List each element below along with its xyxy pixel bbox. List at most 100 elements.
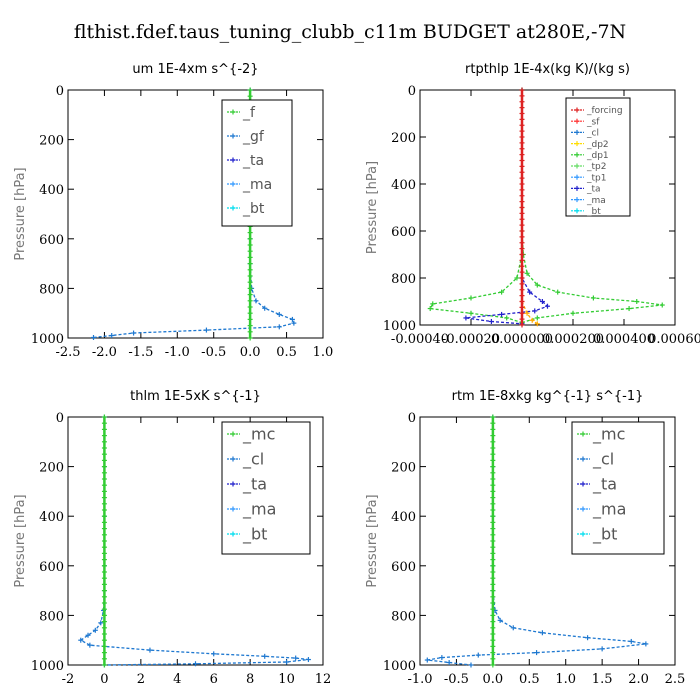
series-line bbox=[93, 90, 295, 339]
legend-label: _mc bbox=[592, 425, 625, 445]
legend-label: _cl bbox=[242, 450, 264, 470]
x-tick-label: 0.5 bbox=[276, 345, 297, 360]
series-line bbox=[521, 301, 538, 325]
x-tick-label: 1.0 bbox=[555, 672, 576, 687]
x-tick-label: -0.5 bbox=[444, 672, 469, 687]
plot-frame bbox=[67, 89, 324, 339]
y-axis-label: Pressure [hPa] bbox=[365, 161, 380, 254]
x-tick-label: 10 bbox=[278, 672, 295, 687]
y-tick-label: 800 bbox=[391, 609, 416, 624]
legend-label: _ta bbox=[242, 475, 267, 495]
panel-title: rtm 1E-8xkg kg^{-1} s^{-1} bbox=[452, 389, 644, 404]
plot-frame bbox=[419, 416, 676, 666]
legend-label: _cl bbox=[592, 450, 614, 470]
legend-label: _mc bbox=[242, 425, 275, 445]
legend: _mc _cl _ta _ma _bt bbox=[571, 421, 665, 555]
y-tick-label: 0 bbox=[56, 411, 64, 426]
legend-label: _gf bbox=[242, 129, 265, 145]
legend-label: _sf bbox=[586, 117, 600, 127]
x-tick-label: -2 bbox=[62, 672, 75, 687]
x-tick-label: 6 bbox=[210, 672, 218, 687]
y-tick-label: 1000 bbox=[383, 319, 416, 334]
y-axis-label: Pressure [hPa] bbox=[13, 167, 28, 260]
legend: _mc _cl _ta _ma _bt bbox=[221, 421, 311, 555]
y-tick-label: 800 bbox=[391, 272, 416, 287]
series-line bbox=[429, 90, 523, 324]
panel-2: rtpthlp 1E-4x(kg K)/(kg s) Pressure [hPa]… bbox=[365, 62, 700, 347]
y-tick-label: 600 bbox=[391, 560, 416, 575]
y-axis-label: Pressure [hPa] bbox=[365, 494, 380, 587]
x-tick-label: -1.5 bbox=[128, 345, 153, 360]
legend-label: _dp1 bbox=[586, 151, 609, 161]
y-tick-label: 1000 bbox=[31, 332, 64, 347]
x-tick-label: 0.0 bbox=[483, 672, 504, 687]
x-tick-label: -1.0 bbox=[407, 672, 432, 687]
legend-label: _f bbox=[242, 105, 256, 121]
chart-panels: um 1E-4xm s^{-2}Pressure [hPa]0200400600… bbox=[13, 62, 700, 687]
series-mc bbox=[490, 414, 496, 668]
x-tick-label: 0.5 bbox=[519, 672, 540, 687]
legend-box bbox=[221, 99, 293, 227]
x-tick-label: -0.00040 bbox=[391, 332, 449, 347]
legend-label: _tp1 bbox=[586, 173, 606, 183]
legend-label: _forcing bbox=[586, 106, 623, 116]
legend-box bbox=[571, 421, 665, 555]
legend-label: _ta bbox=[592, 475, 617, 495]
x-tick-label: 0 bbox=[100, 672, 108, 687]
legend-label: _ta bbox=[242, 153, 264, 169]
legend-label: _cl bbox=[586, 129, 599, 139]
x-tick-label: -1.0 bbox=[165, 345, 190, 360]
x-tick-label: 1.5 bbox=[592, 672, 613, 687]
y-tick-label: 400 bbox=[391, 510, 416, 525]
x-tick-label: 0.0 bbox=[240, 345, 261, 360]
y-tick-label: 200 bbox=[39, 134, 64, 149]
series-dp1 bbox=[427, 87, 525, 326]
legend-label: _ma bbox=[592, 500, 626, 520]
legend-label: _tp2 bbox=[586, 162, 606, 172]
x-tick-label: -0.00020 bbox=[442, 332, 500, 347]
y-tick-label: 1000 bbox=[383, 659, 416, 674]
y-tick-label: 400 bbox=[39, 510, 64, 525]
x-tick-label: 12 bbox=[315, 672, 332, 687]
x-tick-label: 0.000000 bbox=[491, 332, 553, 347]
legend-label: _dp2 bbox=[586, 140, 609, 150]
figure-title: flthist.fdef.taus_tuning_clubb_c11m BUDG… bbox=[74, 21, 626, 43]
x-tick-label: 2.0 bbox=[628, 672, 649, 687]
legend-label: _ta bbox=[586, 185, 601, 195]
panel-title: rtpthlp 1E-4x(kg K)/(kg s) bbox=[465, 62, 630, 77]
y-tick-label: 800 bbox=[39, 609, 64, 624]
legend-label: _ma bbox=[242, 177, 272, 193]
y-tick-label: 1000 bbox=[31, 659, 64, 674]
series-line bbox=[465, 90, 549, 325]
y-tick-label: 400 bbox=[391, 178, 416, 193]
series-forcing bbox=[519, 87, 525, 328]
y-tick-label: 200 bbox=[391, 461, 416, 476]
plot-frame bbox=[419, 89, 676, 326]
x-tick-label: 2 bbox=[137, 672, 145, 687]
x-tick-label: 0.00060 bbox=[648, 332, 700, 347]
y-tick-label: 400 bbox=[39, 183, 64, 198]
x-tick-label: -2.0 bbox=[92, 345, 117, 360]
legend-label: _bt bbox=[242, 201, 265, 217]
legend-label: _bt bbox=[586, 207, 601, 217]
y-tick-label: 200 bbox=[391, 131, 416, 146]
x-tick-label: 8 bbox=[246, 672, 254, 687]
x-tick-label: -0.5 bbox=[201, 345, 226, 360]
panel-4: rtm 1E-8xkg kg^{-1} s^{-1} Pressure [hPa]… bbox=[365, 389, 685, 687]
y-tick-label: 0 bbox=[408, 84, 416, 99]
panel-title: thlm 1E-5xK s^{-1} bbox=[130, 389, 261, 404]
panel-3: thlm 1E-5xK s^{-1} Pressure [hPa] 0 200 400 6… bbox=[13, 389, 331, 687]
legend-box bbox=[221, 421, 311, 555]
y-tick-label: 0 bbox=[408, 411, 416, 426]
legend: _f _gf _ta _ma _bt bbox=[221, 99, 293, 227]
series-ta bbox=[463, 87, 550, 327]
series-line bbox=[521, 90, 663, 324]
y-tick-label: 200 bbox=[39, 461, 64, 476]
y-tick-label: 600 bbox=[391, 225, 416, 240]
panel-title: um 1E-4xm s^{-2} bbox=[132, 62, 258, 77]
legend-label: _bt bbox=[592, 525, 617, 545]
legend: _forcing_sf _cl_dp2_dp1_tp2_tp1 _ta_ma_bt bbox=[565, 97, 631, 217]
y-tick-label: 600 bbox=[39, 560, 64, 575]
x-tick-label: 0.000400 bbox=[593, 332, 655, 347]
